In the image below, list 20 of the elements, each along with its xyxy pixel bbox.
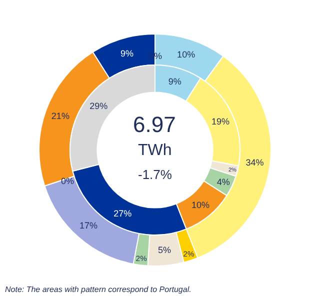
text: Note: The areas with pattern correspond to Portugal. xyxy=(5,285,192,294)
data-label: 21% xyxy=(51,110,70,121)
data-label: 29% xyxy=(90,101,108,112)
text: 0% xyxy=(149,51,162,61)
data-label: 2% xyxy=(136,254,148,263)
data-label: 9% xyxy=(168,76,182,86)
data-label: 9% xyxy=(120,48,134,58)
data-label: 2% xyxy=(183,249,194,258)
data-label: 5% xyxy=(158,245,171,256)
text: TWh xyxy=(138,142,172,159)
data-label: 4% xyxy=(216,177,230,188)
data-label: 17% xyxy=(80,220,98,230)
data-label: 10% xyxy=(177,49,196,60)
text: 6.97 xyxy=(133,112,176,137)
data-label: 27% xyxy=(114,208,132,219)
data-label: 19% xyxy=(212,116,230,127)
text: -1.7% xyxy=(138,167,172,182)
data-label: 10% xyxy=(192,200,210,210)
text: 0% xyxy=(61,176,74,186)
data-label: 34% xyxy=(246,158,264,168)
